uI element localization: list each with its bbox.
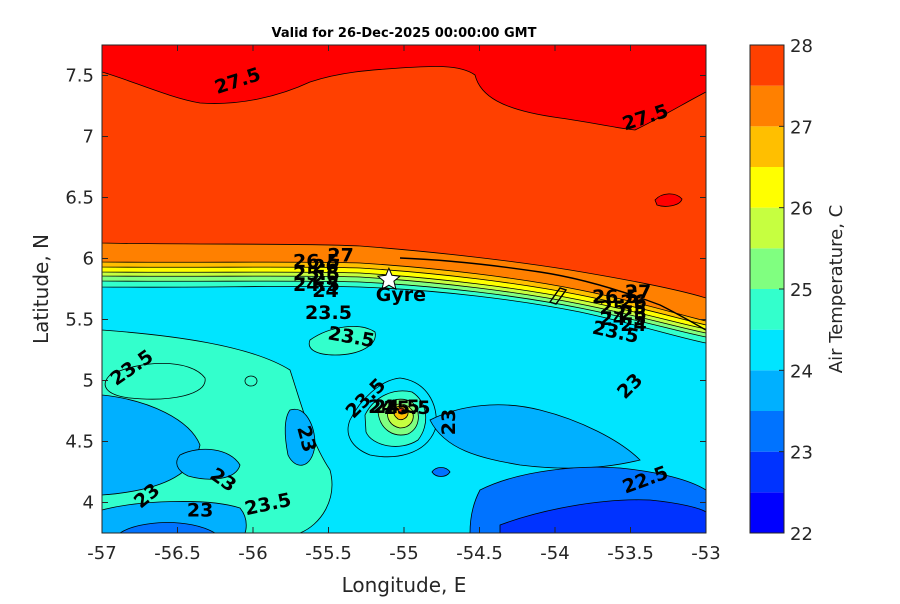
contour-band [308, 326, 376, 356]
colorbar-tick-label: 27 [790, 117, 813, 138]
x-tick-label: -54.5 [456, 543, 503, 564]
contour-label: 24 [620, 314, 646, 336]
contour-band [102, 394, 201, 496]
contour-band [397, 407, 406, 415]
y-axis-label: Latitude, N [29, 234, 53, 344]
y-tick-label: 6 [83, 249, 94, 270]
contour-band [176, 448, 241, 480]
contour-band [284, 408, 316, 466]
x-tick-label: -56 [238, 543, 267, 564]
colorbar-ticks: 22 23 24 25 26 27 28 [779, 36, 813, 545]
contour-line-overlay [399, 257, 706, 331]
contour-label: 26 [312, 256, 338, 278]
x-tick-label: -53.5 [607, 543, 654, 564]
contour-band [654, 193, 683, 207]
contour-label: 26 [620, 291, 646, 313]
y-tick-label: 7.5 [65, 66, 94, 87]
colorbar-segment [750, 85, 784, 127]
contour-band [499, 499, 706, 533]
contour-band [431, 467, 451, 477]
colorbar-tick-label: 24 [790, 361, 813, 382]
contour-label: 25.5 [293, 263, 340, 285]
star-icon [376, 266, 402, 291]
x-tick-label: -54 [540, 543, 569, 564]
contour-label: 27 [327, 245, 353, 267]
colorbar-tick-label: 22 [790, 524, 813, 545]
contour-label: 24.5 [373, 396, 420, 418]
contour-label: 24.5 [600, 308, 647, 330]
colorbar-segment [750, 329, 784, 371]
colorbar-segment [750, 289, 784, 330]
colorbar-segment [750, 126, 784, 167]
contour-band [104, 363, 206, 400]
contour-band [102, 501, 247, 533]
y-tick-label: 5.5 [65, 310, 94, 331]
colorbar-segment [750, 167, 784, 208]
colorbar-label: Air Temperature, C [826, 205, 847, 373]
y-tick-label: 5 [83, 371, 94, 392]
colorbar-segment [750, 370, 784, 411]
contour-label: 23.5 [305, 302, 352, 324]
gyre-marker: Gyre [376, 266, 426, 306]
colorbar [750, 45, 784, 533]
gyre-label: Gyre [376, 284, 426, 306]
x-tick-label: -55.5 [305, 543, 352, 564]
contour-label: 24.5 [293, 274, 340, 296]
contour-fill-layer [102, 45, 706, 533]
colorbar-tick-label: 28 [790, 36, 813, 57]
contour-label: 26.5 [293, 251, 340, 273]
colorbar-tick-label: 26 [790, 199, 813, 220]
colorbar-segment [750, 411, 784, 452]
contour-label: 27 [625, 281, 651, 303]
contour-band [244, 375, 258, 387]
contour-label: 23 [438, 409, 460, 435]
contour-label: 25 [620, 303, 646, 325]
x-tick-label: -56.5 [154, 543, 201, 564]
colorbar-tick-label: 25 [790, 280, 813, 301]
y-axis: 4 4.5 5 5.5 6 6.5 7 7.5 [65, 66, 706, 514]
colorbar-tick-label: 23 [790, 443, 813, 464]
colorbar-segment [750, 492, 784, 533]
colorbar-segment [750, 248, 784, 289]
y-tick-label: 4.5 [65, 432, 94, 453]
x-tick-label: -53 [691, 543, 720, 564]
contour-label: 25.5 [600, 297, 647, 319]
contour-label: 26.5 [592, 286, 639, 308]
contour-label: 24 [312, 280, 338, 302]
colorbar-segment [750, 45, 784, 86]
contour-label: 25.5 [384, 397, 431, 419]
chart-title: Valid for 26-Dec-2025 00:00:00 GMT [272, 26, 537, 41]
x-tick-label: -57 [87, 543, 116, 564]
contour-label: 24 [368, 396, 394, 418]
colorbar-segment [750, 451, 784, 493]
contour-band [102, 45, 706, 131]
x-axis: -57 -56.5 -56 -55.5 -55 -54.5 -54 -53.5 -53 [87, 45, 721, 564]
contour-band [429, 404, 641, 469]
y-tick-label: 7 [83, 127, 94, 148]
colorbar-segment [750, 207, 784, 249]
x-axis-label: Longitude, E [342, 573, 467, 597]
y-tick-label: 6.5 [65, 188, 94, 209]
contour-label: 23 [187, 500, 213, 522]
x-tick-label: -55 [389, 543, 418, 564]
contour-band [119, 522, 216, 533]
y-tick-label: 4 [83, 493, 94, 514]
contour-label: 25 [312, 268, 338, 290]
